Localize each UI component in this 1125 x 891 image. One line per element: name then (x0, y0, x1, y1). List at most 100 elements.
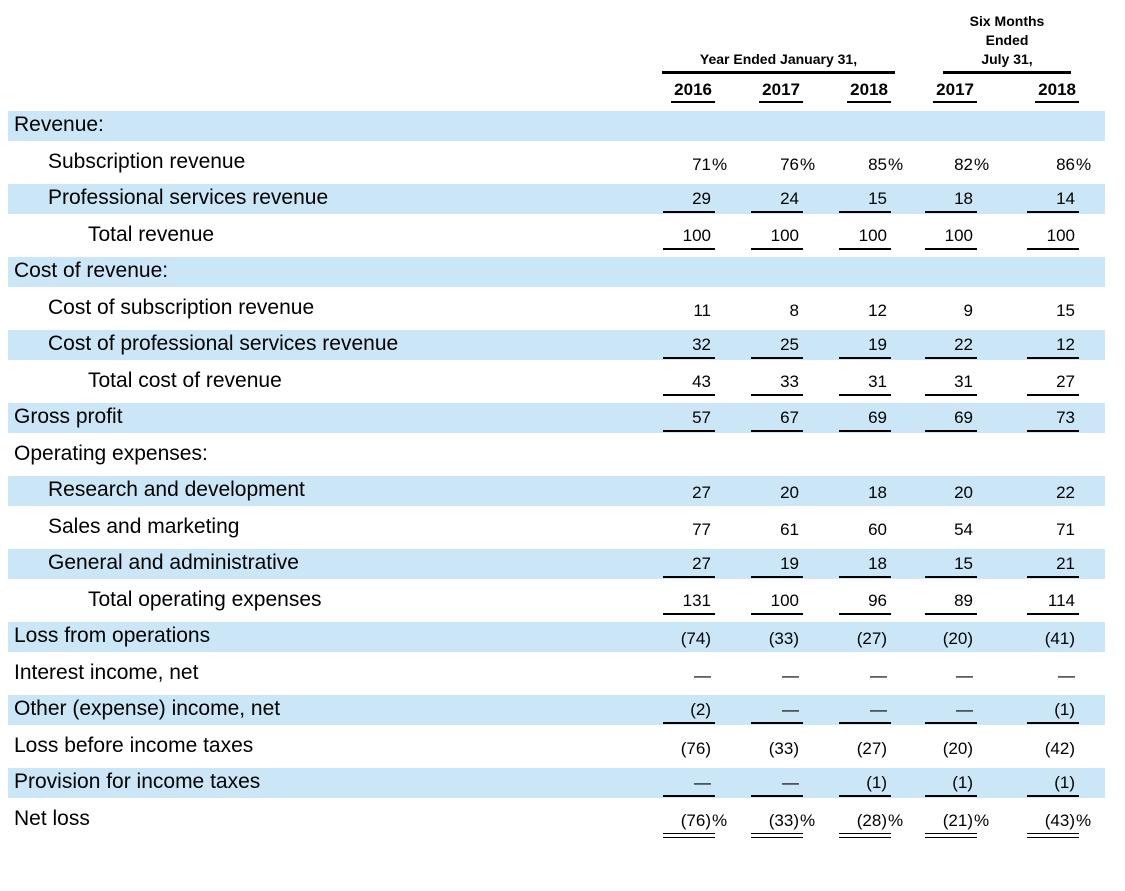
value-cell: 85% (817, 156, 905, 178)
value-text: (33) (768, 629, 799, 648)
value-cell (991, 140, 1105, 141)
value: — (663, 774, 715, 797)
value-text: 131 (682, 590, 711, 610)
value-cell: 21 (991, 555, 1105, 579)
value: 100 (751, 592, 803, 615)
value: 100 (751, 227, 803, 250)
percent-sign: % (888, 154, 904, 174)
value: 9 (925, 302, 977, 323)
value-text: 71 (692, 154, 711, 174)
value-cell: 71% (638, 156, 729, 178)
value: 29 (663, 190, 715, 213)
value-cell: 60 (817, 521, 905, 543)
value-cell: 96 (817, 592, 905, 616)
table-row: Total operating expenses 131 100 96 89 114 (8, 586, 1105, 616)
value-cell (817, 469, 905, 470)
value-text: 20 (780, 483, 799, 502)
column-group-row: Year Ended January 31, Six Months Ended … (8, 12, 1105, 74)
value-cell: 100 (729, 592, 817, 616)
value-cell: 19 (817, 336, 905, 360)
value-cell: (43)% (991, 812, 1105, 838)
value: 31 (839, 373, 891, 396)
value-cell: (21)% (905, 810, 991, 838)
value-text: (1) (1054, 773, 1075, 792)
value-text: 71 (1056, 519, 1075, 539)
value-cell: 27 (638, 555, 729, 579)
row-label: General and administrative (48, 552, 299, 574)
year-header-row: 2016 2017 2018 2017 2018 (8, 81, 1105, 104)
value: 43 (663, 373, 715, 396)
value-cell: (1) (991, 701, 1105, 725)
col-group-annual: Year Ended January 31, (638, 50, 905, 74)
value-text: (33) (768, 810, 799, 830)
value: 18 (925, 190, 977, 213)
value-text: 22 (1056, 483, 1075, 502)
row-label: Other (expense) income, net (14, 698, 281, 720)
value: 82% (925, 156, 989, 177)
value-text: 100 (858, 225, 887, 245)
percentage-of-revenue-table: Year Ended January 31, Six Months Ended … (8, 0, 1105, 841)
value-cell: (2) (638, 701, 729, 725)
value-text: 27 (692, 483, 711, 502)
value-text: (76) (680, 810, 711, 830)
table-row: Gross profit 57 67 69 69 73 (8, 403, 1105, 433)
value-cell: 76% (729, 156, 817, 178)
value: 27 (663, 555, 715, 578)
value-cell: — (905, 667, 991, 689)
year-col-header-2017: 2017 (729, 81, 817, 104)
value-cell: 69 (905, 409, 991, 433)
value-cell: (33) (729, 630, 817, 652)
value: 15 (1027, 302, 1079, 323)
value: (33)% (751, 810, 815, 838)
value-cell: (76)% (638, 810, 729, 838)
value-text: 15 (1056, 300, 1075, 320)
year-col-header-interim-2017: 2017 (905, 81, 991, 104)
value-cell (729, 286, 817, 287)
row-label: Loss before income taxes (14, 734, 254, 757)
value-cell: 43 (638, 373, 729, 397)
col-group-annual-label: Year Ended January 31, (699, 51, 858, 67)
value-cell: 69 (817, 409, 905, 433)
table-body: Revenue: Subscription revenue 71% 76% 85% 82%… (8, 111, 1105, 838)
value: 14 (1027, 190, 1079, 213)
value-cell: 82% (905, 156, 991, 178)
value-text: — (870, 700, 887, 719)
value: 71 (1027, 521, 1079, 542)
value-text: 14 (1056, 189, 1075, 208)
row-label: Interest income, net (14, 661, 199, 684)
table-row: Loss from operations (74) (33) (27) (20) (41) (8, 622, 1105, 652)
value: 85% (839, 156, 903, 177)
value-cell: 32 (638, 336, 729, 360)
value-cell: 67 (729, 409, 817, 433)
value-text: (42) (1044, 738, 1075, 758)
value-text: 76 (780, 154, 799, 174)
value-cell (817, 286, 905, 287)
value: (27) (839, 740, 891, 761)
row-label: Cost of revenue: (14, 260, 169, 282)
value-text: (1) (952, 773, 973, 792)
value: 19 (839, 336, 891, 359)
value-text: (74) (680, 629, 711, 648)
value: (76)% (663, 810, 727, 838)
value: 25 (751, 336, 803, 359)
value-cell: 100 (817, 227, 905, 251)
value: 11 (663, 302, 715, 323)
value-cell: 86% (991, 156, 1105, 178)
value-cell: 20 (729, 484, 817, 506)
value-cell: (28)% (817, 812, 905, 838)
value-cell (905, 469, 991, 470)
value: 21 (1027, 555, 1079, 578)
value-cell (991, 469, 1105, 470)
value: 89 (925, 592, 977, 615)
percent-sign: % (974, 810, 990, 830)
value: — (925, 701, 977, 724)
row-label: Cost of professional services revenue (48, 333, 399, 355)
value: — (839, 667, 891, 688)
value-cell: 11 (638, 302, 729, 324)
value: 19 (751, 555, 803, 578)
table-row: Total cost of revenue 43 33 31 31 27 (8, 367, 1105, 397)
value-cell: 25 (729, 336, 817, 360)
value: — (751, 701, 803, 724)
value-cell: (76) (638, 740, 729, 762)
value-cell (729, 469, 817, 470)
